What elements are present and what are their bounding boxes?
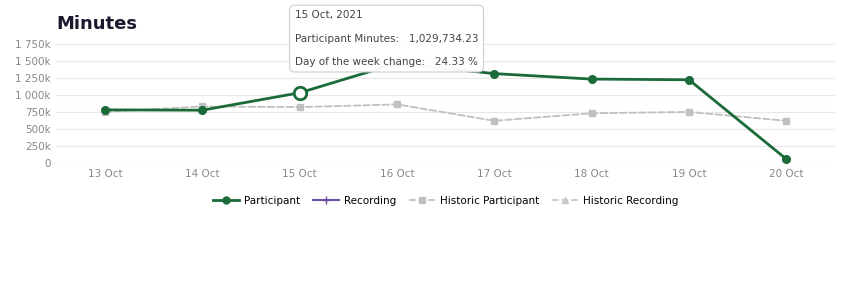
Text: Minutes: Minutes bbox=[56, 15, 138, 33]
Text: 15 Oct, 2021

Participant Minutes:   1,029,734.23

Day of the week change:   24.: 15 Oct, 2021 Participant Minutes: 1,029,… bbox=[295, 11, 479, 67]
Legend: Participant, Recording, Historic Participant, Historic Recording: Participant, Recording, Historic Partici… bbox=[209, 191, 683, 210]
